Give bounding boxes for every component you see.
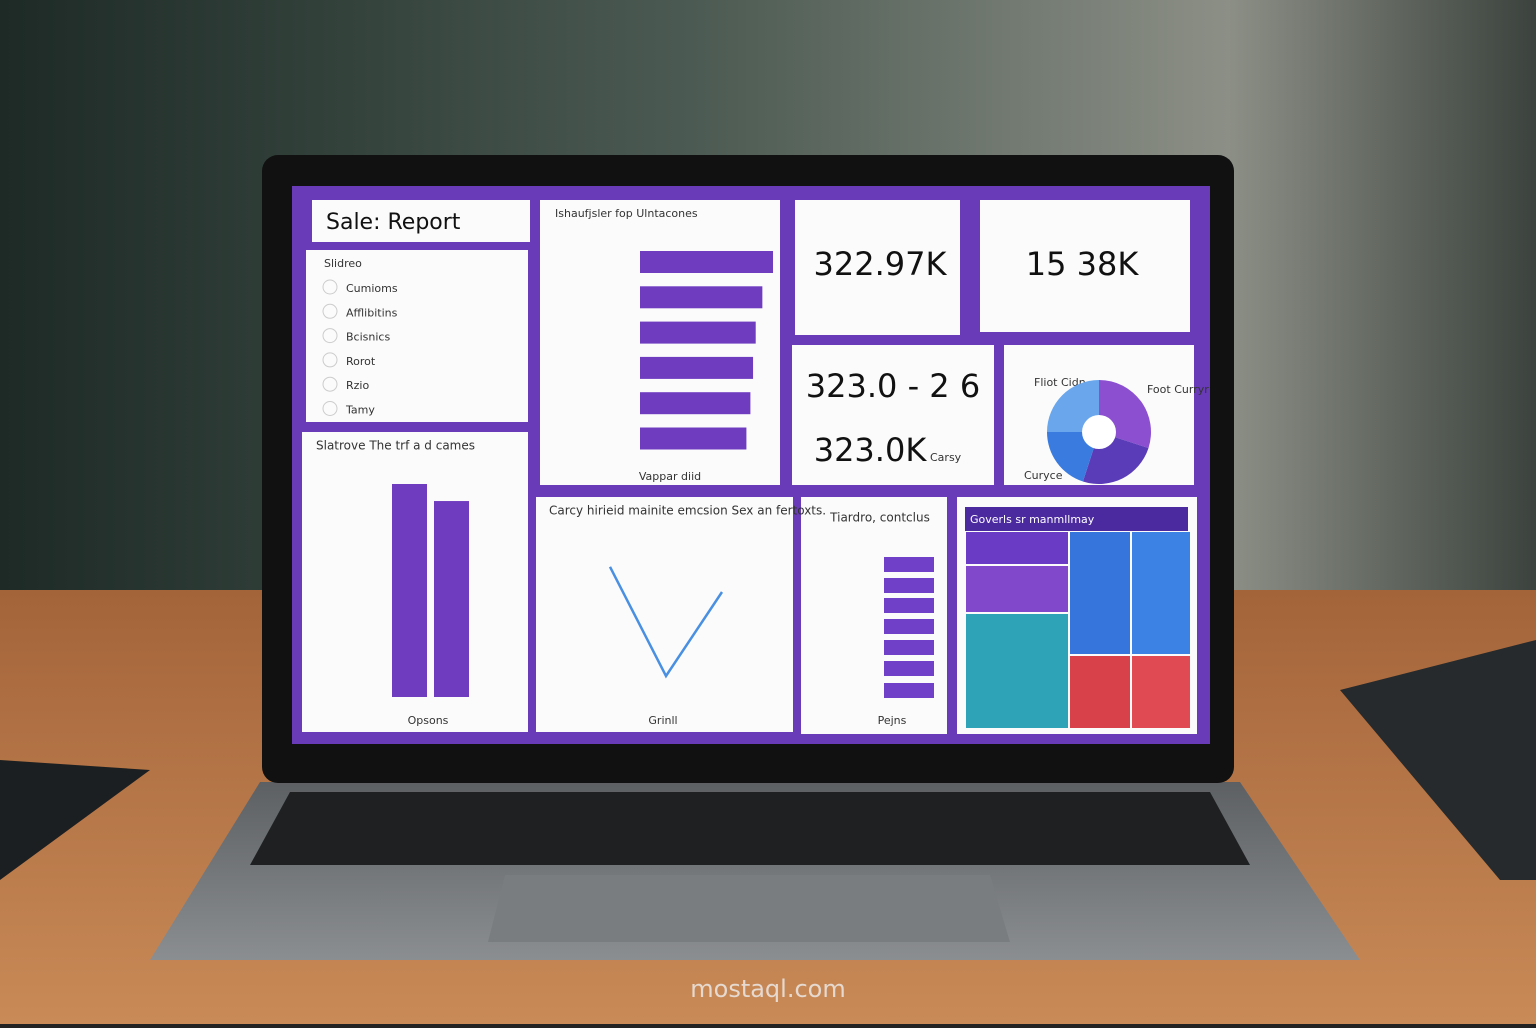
bar [640, 427, 747, 450]
kpi: 322.97K [814, 245, 948, 283]
vbar-title: Slatrove The trf a d cames [316, 439, 475, 453]
bar [640, 392, 751, 415]
vbar-axis: Opsons [408, 714, 449, 727]
list-buttons [884, 557, 934, 698]
radio [322, 279, 338, 295]
radio [322, 376, 338, 392]
slicer-item: Rorot [346, 355, 376, 368]
watermark: mostaql.com [690, 975, 845, 1003]
kpi-label: Carsy [930, 451, 962, 464]
radio [322, 352, 338, 368]
list-title: Tiardro, contclus [829, 511, 930, 525]
treemap-title: Goverls sr manmllmay [970, 513, 1095, 526]
tablet [0, 760, 150, 880]
hbar-title: Ishaufjsler fop Ulntacones [555, 207, 698, 220]
slicer-item: Bcisnics [346, 331, 390, 344]
kpi: 323.0K [814, 431, 928, 469]
report-title: Sale: Report [326, 210, 461, 235]
bar [392, 484, 427, 697]
radio [322, 401, 338, 416]
bar [640, 321, 756, 344]
slicer-item: Cumioms [346, 282, 398, 295]
pie-slice [1047, 380, 1099, 432]
kpi: 323.0 - 2 6 [806, 367, 980, 405]
slicer-item: Rzio [346, 379, 369, 392]
slicer-title: Slidreo [324, 257, 362, 270]
line [608, 566, 724, 679]
treemap [966, 532, 1190, 728]
title-underline [318, 242, 530, 248]
bar [640, 286, 763, 309]
trackpad [488, 875, 1010, 942]
notebook [1340, 640, 1536, 880]
slicer-item: Tamy [345, 404, 375, 417]
bar [640, 251, 773, 273]
line-axis: Grinll [648, 714, 677, 727]
hbar-axis: Vappar diid [639, 470, 701, 483]
bar [434, 501, 469, 697]
pie-slice [1047, 432, 1099, 482]
keyboard [250, 792, 1250, 865]
pie-label: Fliot Cidn [1034, 376, 1086, 389]
treemap-header [965, 507, 1188, 531]
pie-label: Foot Curryr [1147, 383, 1209, 396]
pie-label: Curyce [1024, 469, 1063, 482]
line-title: Carcy hirieid mainite emcsion Sex an fer… [549, 504, 826, 518]
bar [640, 356, 754, 379]
kpi: 15 38K [1026, 245, 1140, 283]
list-axis: Pejns [878, 714, 907, 727]
pie-hole [1082, 415, 1116, 449]
radio [322, 303, 338, 319]
slicer-item: Afflibitins [346, 306, 398, 319]
radio [322, 328, 338, 344]
